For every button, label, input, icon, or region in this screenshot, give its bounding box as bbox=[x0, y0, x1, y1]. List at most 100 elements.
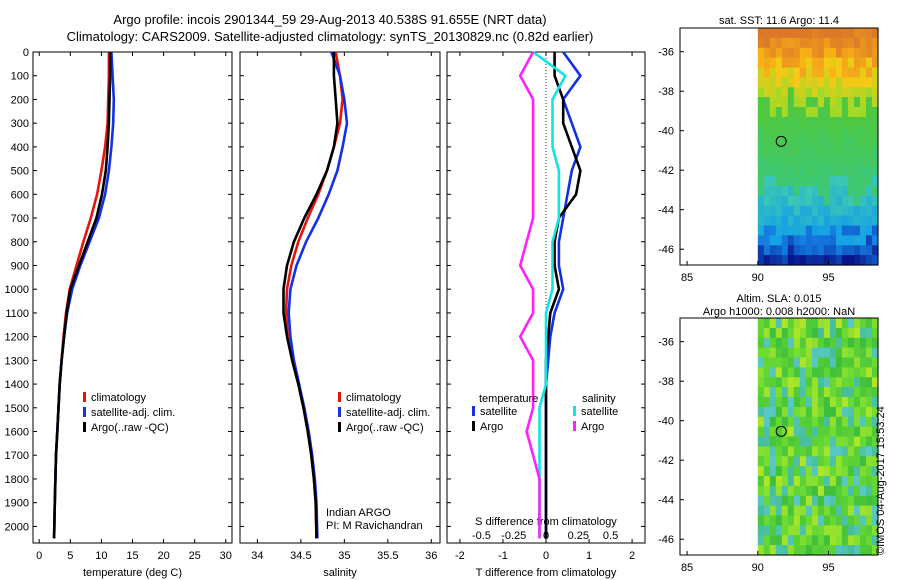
map-cell bbox=[835, 235, 843, 246]
map-cell bbox=[860, 225, 867, 236]
map-cell bbox=[823, 255, 831, 266]
map-cell bbox=[805, 146, 813, 157]
copyright-stamp: ©IMOS 04-Aug-2017 15:53:24 bbox=[875, 406, 887, 555]
map-cell bbox=[835, 245, 843, 256]
map-cell bbox=[847, 377, 855, 388]
map-cell bbox=[805, 406, 813, 418]
map-cell bbox=[829, 28, 837, 39]
map-cell bbox=[823, 397, 831, 408]
map-cell bbox=[769, 545, 777, 556]
map-cell bbox=[781, 318, 789, 329]
map-cell bbox=[805, 397, 813, 408]
map-cell bbox=[841, 466, 849, 477]
legend-label: Argo bbox=[581, 421, 604, 433]
map-cell bbox=[823, 235, 831, 246]
map-cell bbox=[811, 505, 819, 517]
map-cell bbox=[787, 67, 795, 78]
map-cell bbox=[860, 318, 867, 329]
map-cell bbox=[835, 146, 843, 157]
map-cell bbox=[817, 535, 825, 546]
map-cell bbox=[841, 327, 849, 339]
map-cell bbox=[811, 545, 819, 556]
map-y-tick-label: -38 bbox=[658, 86, 674, 98]
map-cell bbox=[817, 195, 825, 207]
map-cell bbox=[787, 215, 795, 227]
map-cell bbox=[860, 166, 867, 177]
map-cell bbox=[769, 126, 777, 138]
map-cell bbox=[775, 318, 783, 329]
map-cell bbox=[769, 327, 777, 339]
map-cell bbox=[860, 57, 867, 69]
map-cell bbox=[799, 136, 807, 148]
map-cell bbox=[841, 367, 849, 378]
map-cell bbox=[841, 397, 849, 408]
map-cell bbox=[866, 156, 873, 167]
map-cell bbox=[829, 126, 837, 138]
map-cell bbox=[823, 476, 831, 487]
map-cell bbox=[763, 97, 771, 108]
map-cell bbox=[763, 545, 771, 556]
map-cell bbox=[781, 485, 789, 497]
map-cell bbox=[817, 176, 825, 187]
map-y-tick-label: -42 bbox=[658, 455, 674, 467]
map-cell bbox=[799, 515, 807, 526]
map-cell bbox=[872, 466, 879, 477]
map-cell bbox=[847, 225, 855, 236]
map-cell bbox=[787, 446, 795, 457]
map-cell bbox=[805, 436, 813, 447]
map-cell bbox=[781, 505, 789, 517]
map-cell bbox=[775, 156, 783, 167]
map-cell bbox=[757, 318, 765, 329]
map-cell bbox=[781, 166, 789, 177]
map-cell bbox=[847, 107, 855, 118]
map-cell bbox=[847, 327, 855, 339]
map-cell bbox=[763, 215, 771, 227]
depth-tick-label: 800 bbox=[11, 237, 29, 249]
map-cell bbox=[781, 57, 789, 69]
map-cell bbox=[775, 28, 783, 39]
map-cell bbox=[799, 225, 807, 236]
map-cell bbox=[847, 476, 855, 487]
map-cell bbox=[817, 146, 825, 157]
map-cell bbox=[872, 318, 879, 329]
map-cell bbox=[763, 347, 771, 359]
map-cell bbox=[841, 515, 849, 526]
map-cell bbox=[847, 126, 855, 138]
map-cell bbox=[769, 456, 777, 467]
map-cell bbox=[775, 416, 783, 428]
map-cell bbox=[799, 367, 807, 378]
map-cell bbox=[854, 357, 861, 368]
map-cell bbox=[847, 426, 855, 438]
map-cell bbox=[781, 357, 789, 368]
map-cell bbox=[823, 357, 831, 368]
map-cell bbox=[757, 495, 765, 507]
map-cell bbox=[860, 505, 867, 517]
map-cell bbox=[817, 426, 825, 438]
map-cell bbox=[805, 446, 813, 457]
map-cell bbox=[866, 126, 873, 138]
map-cell bbox=[763, 57, 771, 69]
map-cell bbox=[811, 466, 819, 477]
legend-label: satellite bbox=[480, 406, 517, 418]
map-cell bbox=[835, 186, 843, 197]
map-cell bbox=[872, 116, 879, 128]
map-cell bbox=[775, 367, 783, 378]
legend-swatch bbox=[338, 392, 341, 402]
map-cell bbox=[763, 186, 771, 197]
map-cell bbox=[823, 515, 831, 526]
map-cell bbox=[763, 235, 771, 246]
map-cell bbox=[781, 87, 789, 98]
map-cell bbox=[829, 535, 837, 546]
map-cell bbox=[763, 406, 771, 418]
map-cell bbox=[781, 377, 789, 388]
map-cell bbox=[872, 456, 879, 467]
map-cell bbox=[757, 87, 765, 98]
map-cell bbox=[769, 446, 777, 457]
map-cell bbox=[854, 176, 861, 187]
map-cell bbox=[805, 456, 813, 467]
map-cell bbox=[811, 476, 819, 487]
depth-tick-label: 0 bbox=[23, 47, 29, 59]
map-cell bbox=[811, 47, 819, 59]
map-cell bbox=[805, 327, 813, 339]
map-cell bbox=[775, 515, 783, 526]
